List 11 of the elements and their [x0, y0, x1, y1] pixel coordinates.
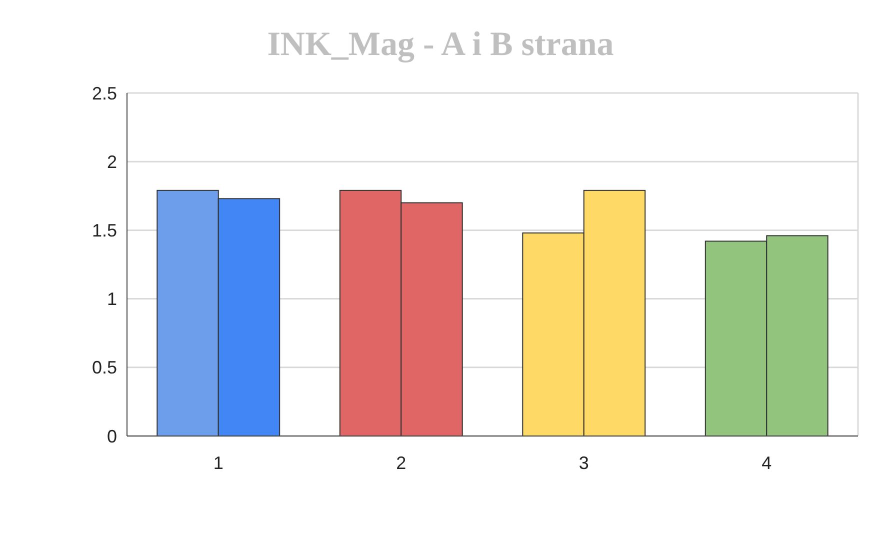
y-tick-label: 0 — [106, 426, 117, 446]
y-tick-label: 1.5 — [92, 220, 117, 240]
y-tick-label: 1 — [106, 289, 117, 310]
x-tick-label: 3 — [578, 453, 589, 473]
x-tick-label: 2 — [396, 453, 406, 473]
y-tick-label: 2 — [106, 152, 117, 172]
chart-title: INK_Mag - A i B strana — [267, 26, 614, 63]
x-tick-label: 1 — [213, 453, 224, 473]
y-tick-label: 2.5 — [92, 83, 117, 104]
x-tick-label: 4 — [762, 453, 772, 473]
y-tick-label: 0.5 — [92, 358, 117, 378]
